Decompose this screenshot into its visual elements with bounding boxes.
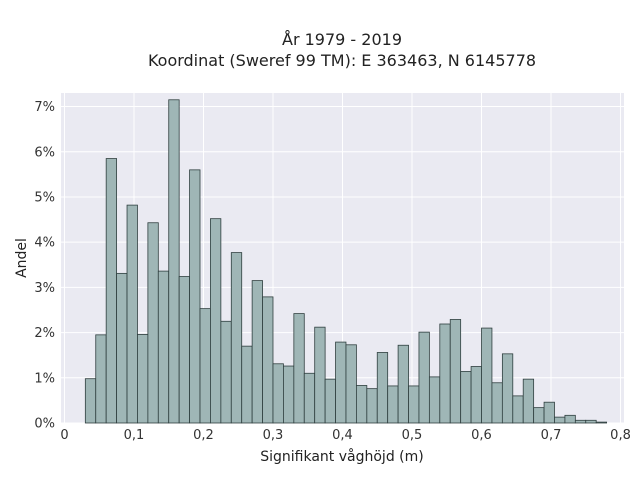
x-axis-ticks: 0 0,1 0,2 0,3 0,4 0,5 0,6 0,7 0,8 (60, 428, 631, 443)
histogram-bar (210, 218, 222, 424)
histogram-bar (408, 385, 420, 424)
y-tick-label: 7% (34, 100, 55, 115)
histogram-bar (272, 363, 284, 424)
histogram-bar (585, 419, 597, 424)
histogram-bar (356, 385, 368, 424)
histogram-bar (345, 344, 357, 424)
histogram-bar (199, 308, 211, 424)
histogram-bar (241, 345, 253, 424)
histogram-bar (126, 204, 138, 424)
x-tick-label: 0 (60, 428, 68, 443)
histogram-bar (564, 414, 576, 424)
histogram-bar (554, 416, 566, 424)
histogram-bar (230, 252, 243, 424)
histogram-bar (533, 407, 545, 424)
y-tick-label: 0% (34, 417, 55, 432)
histogram-bar (449, 319, 462, 424)
histogram-bar (324, 378, 336, 424)
histogram-bar (105, 158, 118, 424)
histogram-bar (168, 99, 180, 424)
y-tick-label: 3% (34, 281, 55, 296)
histogram-bar (595, 421, 608, 424)
histogram-bar (293, 313, 305, 424)
histogram-bar (314, 326, 326, 424)
histogram-bar (512, 395, 524, 424)
histogram-bar (418, 331, 430, 424)
histogram-bar (220, 320, 232, 424)
histogram-bar (481, 327, 493, 424)
y-tick-label: 5% (34, 190, 55, 205)
y-tick-label: 1% (34, 371, 55, 386)
x-tick-label: 0,7 (541, 428, 562, 443)
histogram-bar (157, 270, 170, 424)
chart-subtitle: Koordinat (Sweref 99 TM): E 363463, N 61… (148, 51, 536, 70)
histogram-bar (95, 334, 107, 424)
histogram-bars (84, 99, 608, 424)
histogram-bar (543, 401, 555, 424)
histogram-bar (116, 272, 128, 424)
y-axis-ticks: 0% 1% 2% 3% 4% 5% 6% 7% (34, 100, 55, 431)
histogram-bar (397, 344, 409, 424)
y-tick-label: 6% (34, 145, 55, 160)
x-tick-label: 0,5 (402, 428, 423, 443)
histogram-bar (262, 296, 274, 424)
x-tick-label: 0,6 (471, 428, 492, 443)
x-tick-label: 0,4 (332, 428, 353, 443)
x-tick-label: 0,3 (263, 428, 284, 443)
histogram-bar (491, 382, 503, 424)
histogram-bar (439, 323, 451, 424)
histogram-bar (428, 376, 441, 424)
y-tick-label: 2% (34, 326, 55, 341)
histogram-bar (460, 371, 472, 424)
histogram-bar (366, 388, 378, 424)
histogram-bar (376, 352, 389, 424)
histogram-bar (137, 333, 149, 424)
y-axis-label: Andel (14, 238, 30, 278)
histogram-bar (251, 280, 263, 424)
histogram-bar (303, 372, 316, 424)
histogram-bar (189, 169, 201, 424)
x-axis-label: Signifikant våghöjd (m) (260, 448, 423, 465)
histogram-bar (387, 385, 399, 424)
histogram-bar (283, 365, 295, 424)
x-tick-label: 0,8 (610, 428, 631, 443)
histogram-bar (178, 276, 190, 424)
x-tick-label: 0,1 (124, 428, 145, 443)
histogram-bar (574, 419, 587, 424)
y-tick-label: 4% (34, 236, 55, 251)
chart-title: År 1979 - 2019 (282, 30, 402, 49)
histogram-bar (147, 222, 159, 424)
histogram-bar (522, 378, 535, 424)
x-tick-label: 0,2 (193, 428, 214, 443)
histogram-bar (501, 353, 514, 424)
histogram-bar (84, 378, 97, 424)
histogram-bar (470, 366, 482, 424)
histogram-bar (335, 341, 347, 424)
